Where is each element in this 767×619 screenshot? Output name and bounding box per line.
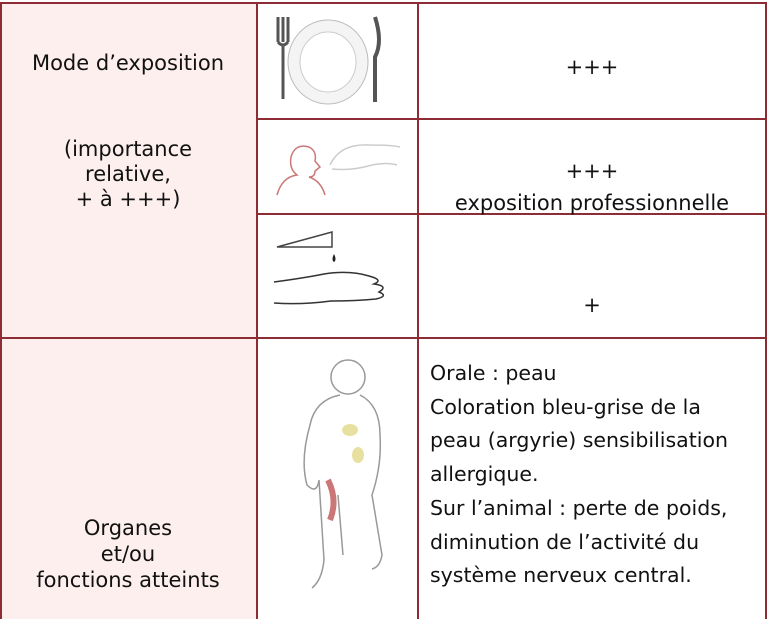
description-line: Orale : peau [430,361,557,385]
body-icon [303,359,383,589]
border [417,2,419,619]
border [256,2,258,619]
label-note: (importance [63,137,193,161]
organs-label: Organes [83,516,173,540]
level-note: exposition professionnelle [454,191,730,215]
label-cell: Mode d’exposition (importance relative, … [0,0,256,337]
label-column-bg [0,2,256,619]
skin-contact-icon [273,231,385,305]
border [765,2,767,619]
ingestion-icon [276,16,381,105]
organs-label-cell: Organes et/ou fonctions atteints [0,337,256,619]
description-line: peau (argyrie) sensibilisation [430,428,728,453]
organs-label: et/ou [100,542,156,566]
label-title: Mode d’exposition [31,51,225,75]
description-line: allergique. [430,462,539,487]
description-line: système nerveux central. [430,563,692,588]
level: + [583,293,601,317]
inhalation-icon [276,144,401,196]
label-note: relative, [85,162,171,186]
level: +++ [565,159,619,183]
border [0,2,767,4]
border [256,118,767,120]
description-line: Sur l’animal : perte de poids, [430,495,728,520]
organs-label: fonctions atteints [36,568,220,592]
organs-description: Orale : peau Coloration bleu-grise de la p… [430,357,728,593]
description-line: diminution de l’activité du [430,529,700,554]
description-line: Coloration bleu-grise de la [430,394,701,419]
level: +++ [565,55,619,79]
border [0,337,767,339]
border [256,213,767,215]
border [0,2,2,619]
label-note: + à +++) [75,187,181,211]
